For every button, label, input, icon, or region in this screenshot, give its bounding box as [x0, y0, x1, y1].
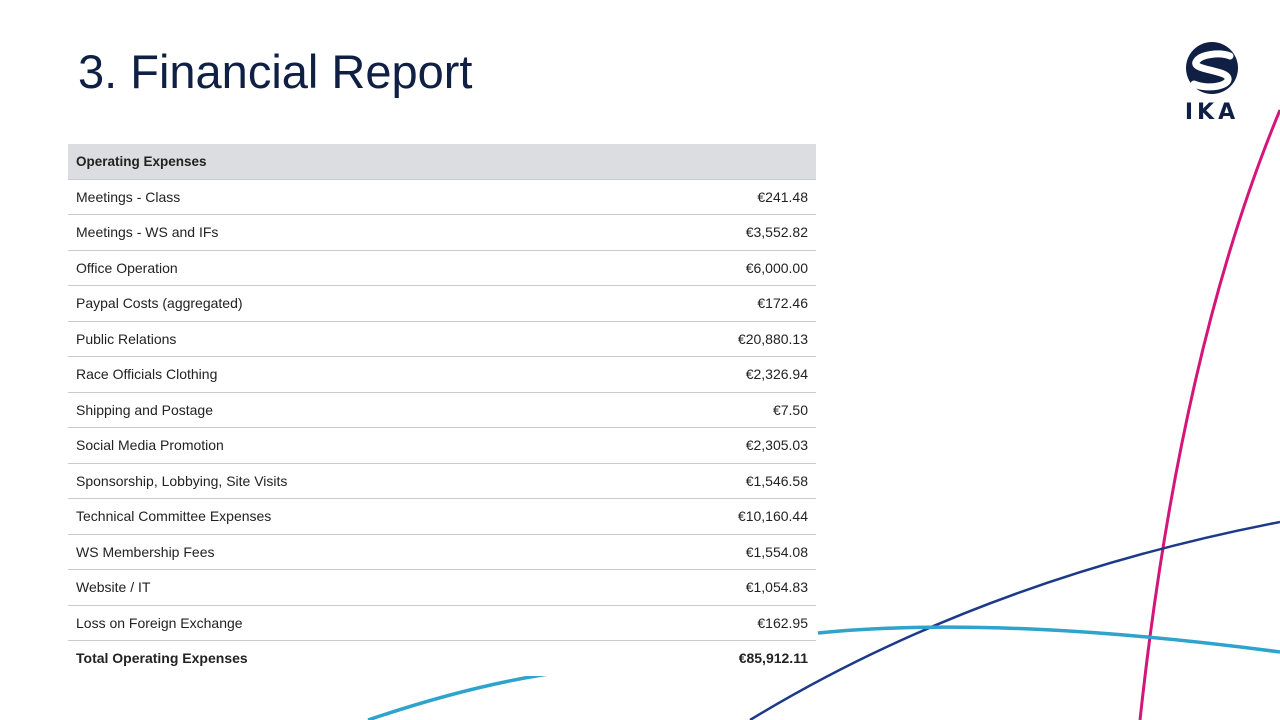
row-label: Website / IT: [68, 569, 611, 606]
total-row: Total Operating Expenses €85,912.11: [68, 641, 816, 676]
row-amount: €162.95: [610, 605, 816, 641]
row-label: Public Relations: [68, 321, 611, 357]
row-label: Meetings - WS and IFs: [68, 214, 611, 251]
row-label: WS Membership Fees: [68, 534, 611, 570]
page-title: 3. Financial Report: [78, 45, 473, 98]
row-label: Sponsorship, Lobbying, Site Visits: [68, 463, 611, 499]
table-row: Race Officials Clothing €2,326.94: [68, 356, 816, 393]
cyan-curve-right: [817, 625, 1280, 654]
total-amount: €85,912.11: [738, 650, 808, 667]
table-header: Operating Expenses: [68, 144, 816, 180]
operating-expenses-table: Operating Expenses Meetings - Class €241.…: [68, 144, 816, 676]
table-row: Social Media Promotion €2,305.03: [68, 427, 816, 464]
row-amount: €1,054.83: [610, 569, 816, 606]
total-label: Total Operating Expenses: [76, 650, 248, 667]
row-label: Social Media Promotion: [68, 427, 611, 464]
row-amount: €20,880.13: [610, 321, 816, 357]
row-amount: €6,000.00: [610, 250, 816, 286]
table-row: Meetings - Class €241.48: [68, 179, 816, 215]
magenta-curve: [1138, 109, 1280, 720]
navy-curve: [749, 520, 1280, 720]
row-label: Race Officials Clothing: [68, 356, 611, 393]
table-header-row: Operating Expenses: [68, 144, 816, 180]
row-label: Meetings - Class: [68, 179, 611, 215]
row-amount: €2,305.03: [610, 427, 816, 464]
row-amount: €3,552.82: [610, 214, 816, 251]
row-amount: €1,554.08: [610, 534, 816, 570]
logo-text: IKA: [1184, 100, 1240, 125]
table-row: Meetings - WS and IFs €3,552.82: [68, 214, 816, 251]
row-amount: €7.50: [610, 392, 816, 428]
row-amount: €241.48: [610, 179, 816, 215]
row-label: Loss on Foreign Exchange: [68, 605, 611, 641]
table-row: Loss on Foreign Exchange €162.95: [68, 605, 816, 641]
table-row: Office Operation €6,000.00: [68, 250, 816, 286]
ika-logo-icon: [1186, 42, 1238, 94]
table-row: Sponsorship, Lobbying, Site Visits €1,546…: [68, 463, 816, 499]
row-label: Office Operation: [68, 250, 611, 286]
row-amount: €2,326.94: [610, 356, 816, 393]
table-row: Website / IT €1,054.83: [68, 569, 816, 606]
table-row: Public Relations €20,880.13: [68, 321, 816, 357]
row-amount: €1,546.58: [610, 463, 816, 499]
row-label: Shipping and Postage: [68, 392, 611, 428]
table-row: WS Membership Fees €1,554.08: [68, 534, 816, 570]
row-amount: €172.46: [610, 285, 816, 322]
table-row: Technical Committee Expenses €10,160.44: [68, 498, 816, 535]
cyan-curve-left: [367, 669, 571, 720]
table-row: Paypal Costs (aggregated) €172.46: [68, 285, 816, 322]
row-label: Paypal Costs (aggregated): [68, 285, 611, 322]
ika-logo: IKA: [1174, 40, 1250, 125]
row-label: Technical Committee Expenses: [68, 498, 611, 535]
row-amount: €10,160.44: [610, 498, 816, 535]
table-row: Shipping and Postage €7.50: [68, 392, 816, 428]
